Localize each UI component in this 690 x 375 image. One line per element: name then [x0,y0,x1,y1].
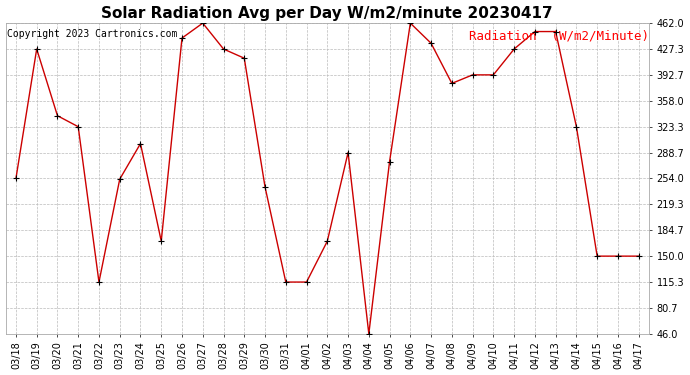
Point [467,72,478,78]
Point [342,150,353,156]
Point [218,46,229,52]
Point [446,80,457,86]
Point [135,141,146,147]
Point [426,40,437,46]
Text: Copyright 2023 Cartronics.com: Copyright 2023 Cartronics.com [7,29,177,39]
Point [52,113,63,119]
Point [259,184,270,190]
Point [322,238,333,244]
Point [613,253,624,259]
Point [591,253,602,259]
Text: Radiation  (W/m2/Minute): Radiation (W/m2/Minute) [469,29,649,42]
Point [197,20,208,26]
Point [93,279,104,285]
Title: Solar Radiation Avg per Day W/m2/minute 20230417: Solar Radiation Avg per Day W/m2/minute … [101,6,553,21]
Point [177,35,188,41]
Point [115,176,126,182]
Point [633,253,644,259]
Point [280,279,291,285]
Point [571,124,582,130]
Point [529,28,540,34]
Point [405,20,416,26]
Point [488,72,499,78]
Point [10,176,21,181]
Point [156,238,167,244]
Point [301,279,312,285]
Point [509,46,520,52]
Point [364,331,375,337]
Point [72,124,83,130]
Point [31,46,42,52]
Point [239,55,250,61]
Point [550,28,561,34]
Point [384,159,395,165]
